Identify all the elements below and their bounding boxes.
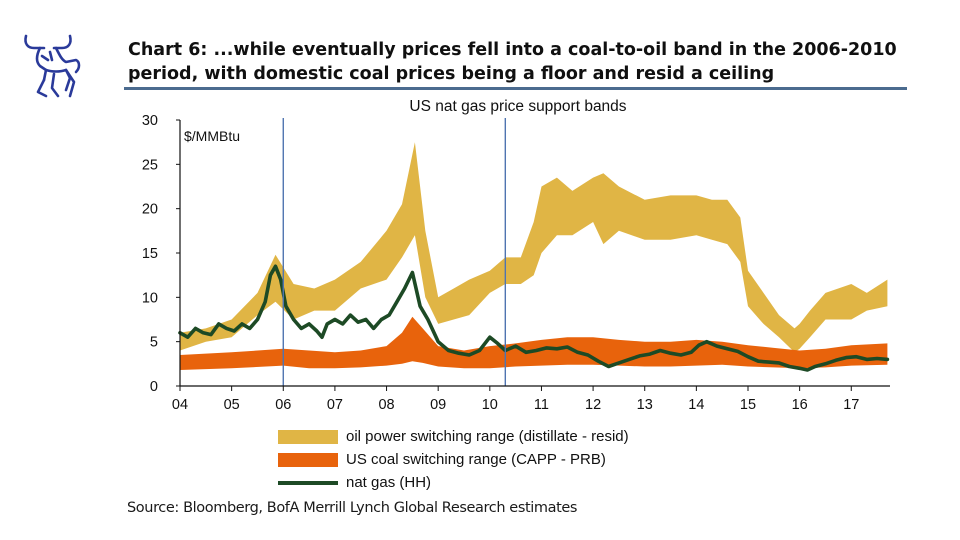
y-tick-label-20: 20 — [142, 202, 158, 218]
x-tick-label-11: 11 — [534, 397, 549, 413]
y-tick-label-15: 15 — [142, 246, 158, 262]
chart-title: Chart 6: ...while eventually prices fell… — [128, 40, 897, 84]
legend-label-oil: oil power switching range (distillate - … — [346, 428, 629, 445]
band-series-0 — [180, 142, 888, 353]
x-tick-label-07: 07 — [327, 397, 343, 413]
source-note: Source: Bloomberg, BofA Merrill Lynch Gl… — [127, 500, 578, 516]
legend-swatch-natgas — [278, 481, 338, 485]
x-tick-label-12: 12 — [585, 397, 601, 413]
band-series-1 — [180, 316, 888, 370]
y-tick-label-30: 30 — [142, 113, 158, 129]
x-tick-label-15: 15 — [740, 397, 756, 413]
x-tick-label-09: 09 — [430, 397, 446, 413]
legend-swatch-coal — [278, 453, 338, 467]
legend-swatch-oil — [278, 430, 338, 444]
x-tick-label-04: 04 — [172, 397, 188, 413]
x-tick-label-17: 17 — [843, 397, 859, 413]
unit-label: $/MMBtu — [184, 128, 240, 144]
legend-label-coal: US coal switching range (CAPP - PRB) — [346, 451, 606, 468]
x-tick-label-16: 16 — [792, 397, 808, 413]
y-tick-label-5: 5 — [150, 335, 158, 351]
y-tick-label-0: 0 — [150, 379, 158, 395]
line-series-natgas — [178, 264, 890, 372]
vertical-markers — [282, 118, 507, 386]
x-tick-label-10: 10 — [482, 397, 498, 413]
bull-logo-icon — [24, 34, 81, 98]
y-tick-label-10: 10 — [142, 290, 158, 306]
x-tick-label-08: 08 — [378, 397, 394, 413]
plot-title: US nat gas price support bands — [409, 98, 626, 115]
x-tick-label-13: 13 — [637, 397, 653, 413]
series-layer — [178, 142, 890, 372]
x-tick-label-06: 06 — [275, 397, 291, 413]
x-tick-label-14: 14 — [688, 397, 704, 413]
title-divider — [124, 87, 907, 90]
y-tick-label-25: 25 — [142, 157, 158, 173]
legend-label-natgas: nat gas (HH) — [346, 474, 432, 491]
x-tick-label-05: 05 — [224, 397, 240, 413]
